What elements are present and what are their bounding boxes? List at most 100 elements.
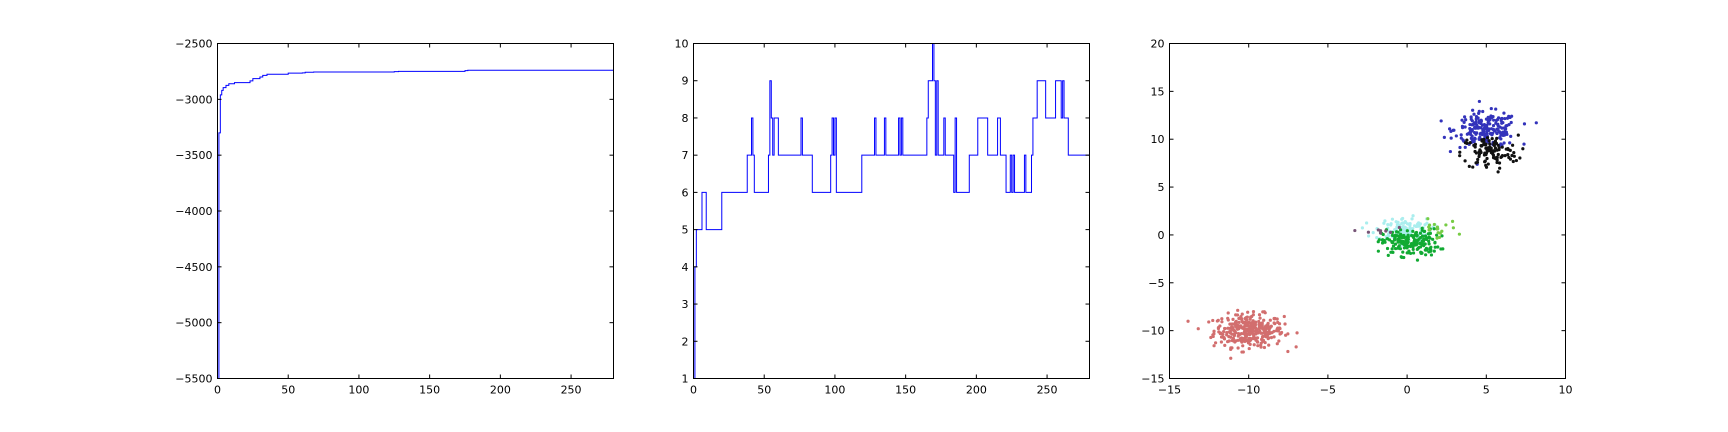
scatter-series-2 bbox=[1458, 133, 1525, 174]
scatter-point bbox=[1263, 325, 1267, 329]
scatter-series-1 bbox=[1439, 99, 1538, 166]
scatter-point bbox=[1251, 319, 1255, 323]
scatter-point bbox=[1419, 251, 1423, 255]
scatter-point bbox=[1236, 308, 1240, 312]
x-tick-label: 0 bbox=[690, 384, 697, 397]
y-tick-label: 8 bbox=[682, 112, 689, 125]
scatter-point bbox=[1387, 238, 1392, 242]
scatter-point bbox=[1503, 154, 1507, 158]
scatter-point bbox=[1508, 141, 1512, 145]
scatter-point bbox=[1248, 339, 1252, 343]
scatter-point bbox=[1249, 328, 1253, 332]
scatter-point bbox=[1427, 225, 1431, 229]
scatter-point bbox=[1255, 329, 1259, 333]
scatter-point bbox=[1502, 141, 1506, 145]
scatter-point bbox=[1482, 140, 1486, 144]
scatter-point bbox=[1505, 132, 1509, 137]
scatter-point bbox=[1522, 142, 1526, 146]
scatter-point bbox=[1268, 318, 1272, 322]
scatter-point bbox=[1433, 241, 1437, 245]
scatter-point bbox=[1240, 317, 1244, 321]
scatter-point bbox=[1212, 332, 1216, 336]
scatter-point bbox=[1494, 121, 1498, 125]
scatter-point bbox=[1418, 231, 1423, 235]
scatter-point bbox=[1429, 253, 1434, 257]
scatter-point bbox=[1458, 145, 1462, 150]
scatter-point bbox=[1410, 234, 1414, 238]
scatter-point bbox=[1479, 150, 1483, 155]
scatter-point bbox=[1406, 237, 1410, 241]
scatter-point bbox=[1258, 316, 1262, 320]
plot-area-2 bbox=[693, 43, 1090, 379]
scatter-point bbox=[1236, 346, 1240, 350]
scatter-point bbox=[1472, 112, 1476, 116]
x-tick-label: 150 bbox=[419, 384, 440, 397]
scatter-point bbox=[1514, 158, 1518, 163]
scatter-point bbox=[1477, 99, 1481, 104]
ticks-1: 0 50 100 150 200 250 −2500 −3000 −3500 −4000 −4500… bbox=[175, 38, 614, 397]
scatter-point bbox=[1227, 335, 1231, 339]
scatter-point bbox=[1469, 115, 1473, 119]
scatter-point bbox=[1396, 246, 1400, 250]
scatter-point bbox=[1228, 329, 1232, 333]
ticks-2: 0 50 100 150 200 250 1 2 3 4 5 6 7 8 9 10 bbox=[675, 38, 1090, 397]
scatter-point bbox=[1262, 329, 1267, 333]
scatter-point bbox=[1248, 342, 1252, 346]
scatter-point bbox=[1414, 231, 1418, 235]
scatter-point bbox=[1468, 126, 1472, 131]
scatter-point bbox=[1294, 345, 1298, 349]
scatter-point bbox=[1282, 314, 1286, 319]
scatter-point bbox=[1234, 319, 1238, 323]
y-tick-label: 0 bbox=[1158, 229, 1165, 242]
scatter-point bbox=[1234, 339, 1238, 343]
scatter-point bbox=[1211, 334, 1215, 339]
scatter-point bbox=[1220, 317, 1224, 321]
scatter-point bbox=[1477, 109, 1481, 113]
scatter-point bbox=[1463, 125, 1467, 129]
scatter-point bbox=[1403, 219, 1407, 224]
scatter-point bbox=[1469, 117, 1473, 121]
scatter-point bbox=[1227, 339, 1231, 343]
scatter-point bbox=[1486, 119, 1490, 123]
scatter-point bbox=[1449, 129, 1453, 134]
y-tick-label: 7 bbox=[682, 149, 689, 162]
scatter-point bbox=[1406, 233, 1410, 237]
scatter-point bbox=[1459, 136, 1463, 140]
x-tick-label: 250 bbox=[561, 384, 582, 397]
scatter-point bbox=[1496, 170, 1500, 174]
y-tick-label: 10 bbox=[1151, 133, 1165, 146]
scatter-point bbox=[1390, 233, 1395, 237]
scatter-point bbox=[1473, 137, 1477, 141]
scatter-point bbox=[1222, 335, 1226, 340]
scatter-point bbox=[1480, 132, 1484, 136]
scatter-point bbox=[1212, 344, 1216, 348]
scatter-point bbox=[1463, 145, 1467, 149]
scatter-point bbox=[1423, 248, 1427, 252]
scatter-point bbox=[1375, 236, 1379, 240]
scatter-point bbox=[1444, 223, 1448, 227]
scatter-point bbox=[1265, 323, 1270, 327]
scatter-point bbox=[1247, 346, 1251, 351]
scatter-point bbox=[1484, 124, 1488, 128]
scatter-point bbox=[1251, 313, 1255, 317]
scatter-point bbox=[1230, 325, 1234, 329]
y-tick-label: −3500 bbox=[175, 149, 212, 162]
scatter-point bbox=[1376, 240, 1380, 244]
scatter-point bbox=[1385, 246, 1390, 251]
scatter-point bbox=[1402, 246, 1406, 250]
scatter-point bbox=[1222, 329, 1226, 334]
scatter-point bbox=[1467, 131, 1471, 135]
scatter-point bbox=[1209, 335, 1213, 340]
scatter-point bbox=[1477, 125, 1481, 129]
scatter-point bbox=[1427, 228, 1431, 232]
y-tick-label: −5 bbox=[1148, 277, 1164, 290]
scatter-point bbox=[1485, 148, 1489, 152]
y-tick-label: −15 bbox=[1141, 373, 1164, 386]
scatter-point bbox=[1473, 125, 1477, 129]
ticks-3: −15 −10 −5 0 5 10 20 15 10 5 0 −5 −10 −15 bbox=[1141, 38, 1572, 397]
scatter-point bbox=[1263, 311, 1267, 315]
scatter-point bbox=[1427, 239, 1431, 243]
scatter-point bbox=[1383, 240, 1387, 244]
scatter-point bbox=[1396, 230, 1400, 234]
scatter-point bbox=[1465, 138, 1469, 142]
